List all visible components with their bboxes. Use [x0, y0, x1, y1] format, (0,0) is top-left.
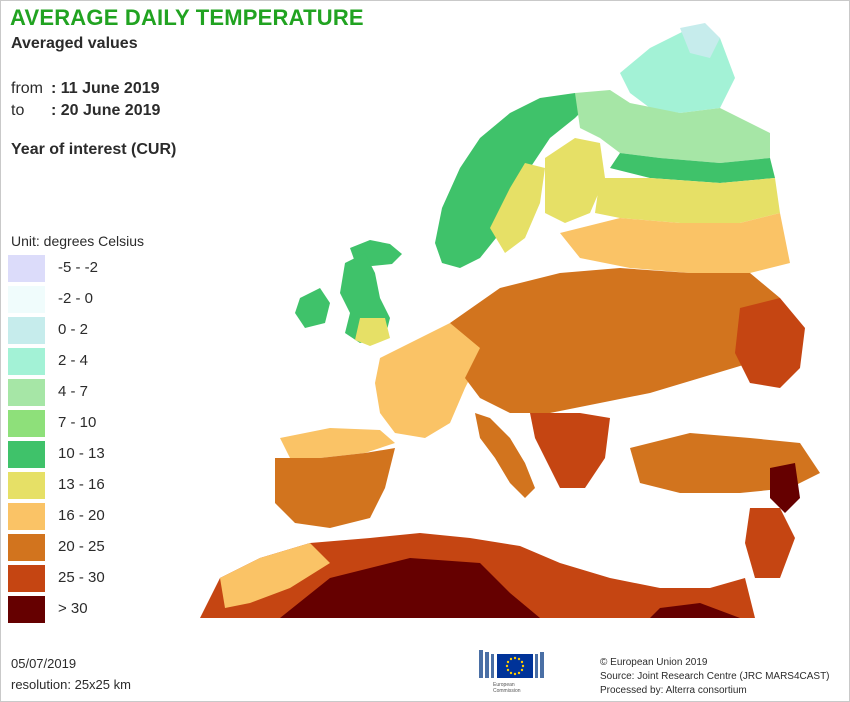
legend-item: 7 - 10 — [8, 410, 168, 441]
from-row: from : 11 June 2019 — [11, 80, 160, 98]
svg-text:European: European — [493, 682, 515, 688]
region-south-russia — [735, 298, 805, 388]
legend-swatch — [8, 534, 45, 561]
legend-item: -2 - 0 — [8, 286, 168, 317]
legend-label: -5 - -2 — [58, 259, 99, 276]
copyright: © European Union 2019 — [600, 657, 708, 668]
region-sahara — [280, 558, 540, 618]
source: Source: Joint Research Centre (JRC MARS4… — [600, 671, 830, 682]
region-ireland — [295, 288, 330, 328]
legend-label: 10 - 13 — [58, 445, 105, 462]
region-russia-green2 — [610, 153, 775, 183]
legend-unit: Unit: degrees Celsius — [11, 233, 145, 249]
legend-swatch — [8, 472, 45, 499]
legend-swatch — [8, 348, 45, 375]
region-italy — [475, 413, 535, 498]
region-balkans — [530, 413, 610, 488]
region-france — [375, 318, 480, 438]
resolution: resolution: 25x25 km — [11, 677, 131, 692]
region-scandinavia — [435, 93, 590, 268]
to-row: to : 20 June 2019 — [11, 102, 160, 120]
legend-label: 0 - 2 — [58, 321, 89, 338]
legend-swatch — [8, 565, 45, 592]
map-title: AVERAGE DAILY TEMPERATURE — [10, 5, 364, 30]
from-date: : 11 June 2019 — [51, 80, 160, 97]
legend-item: 2 - 4 — [8, 348, 168, 379]
legend-swatch — [8, 286, 45, 313]
region-finland — [545, 138, 605, 223]
year-of-interest: Year of interest (CUR) — [11, 141, 177, 158]
region-sahara-east — [650, 603, 740, 618]
legend-label: 2 - 4 — [58, 352, 89, 369]
legend-label: 25 - 30 — [58, 569, 105, 586]
legend-swatch — [8, 255, 45, 282]
region-sweden-south — [490, 163, 545, 253]
legend-item: 4 - 7 — [8, 379, 168, 410]
processed-by: Processed by: Alterra consortium — [600, 685, 747, 696]
legend: -5 - -2 -2 - 0 0 - 2 2 - 4 4 - 7 7 - 10 10 - 1… — [8, 255, 168, 627]
region-russia-yellow — [595, 178, 780, 223]
legend-item: > 30 — [8, 596, 168, 627]
legend-label: 16 - 20 — [58, 507, 105, 524]
legend-label: 13 - 16 — [58, 476, 105, 493]
legend-item: 16 - 20 — [8, 503, 168, 534]
region-iberia-north — [280, 428, 395, 458]
region-iberia — [275, 448, 395, 528]
legend-item: 0 - 2 — [8, 317, 168, 348]
european-commission-logo: European Commission — [477, 646, 549, 694]
legend-swatch — [8, 503, 45, 530]
region-russia-orange — [560, 213, 790, 273]
map-subtitle: Averaged values — [11, 35, 138, 52]
legend-swatch — [8, 317, 45, 344]
legend-label: 4 - 7 — [58, 383, 89, 400]
legend-swatch — [8, 441, 45, 468]
legend-item: -5 - -2 — [8, 255, 168, 286]
legend-swatch — [8, 596, 45, 623]
region-north-africa-coast — [220, 543, 330, 608]
region-england-south — [355, 318, 390, 346]
temperature-map — [200, 23, 820, 618]
legend-item: 25 - 30 — [8, 565, 168, 596]
from-label: from — [11, 80, 43, 97]
legend-item: 10 - 13 — [8, 441, 168, 472]
to-label: to — [11, 102, 25, 119]
issue-date: 05/07/2019 — [11, 656, 77, 671]
region-arctic-russia-2 — [680, 23, 720, 58]
legend-item: 20 - 25 — [8, 534, 168, 565]
to-date: : 20 June 2019 — [51, 102, 161, 119]
region-turkey-east — [770, 463, 800, 513]
legend-label: > 30 — [58, 600, 88, 617]
legend-label: 20 - 25 — [58, 538, 105, 555]
region-levant — [745, 508, 795, 578]
credits: © European Union 2019 Source: Joint Rese… — [600, 656, 830, 698]
region-central-europe — [450, 268, 780, 413]
svg-text:Commission: Commission — [493, 688, 521, 694]
legend-swatch — [8, 410, 45, 437]
region-russia-green — [600, 103, 770, 163]
legend-item: 13 - 16 — [8, 472, 168, 503]
legend-label: -2 - 0 — [58, 290, 94, 307]
legend-swatch — [8, 379, 45, 406]
legend-label: 7 - 10 — [58, 414, 97, 431]
